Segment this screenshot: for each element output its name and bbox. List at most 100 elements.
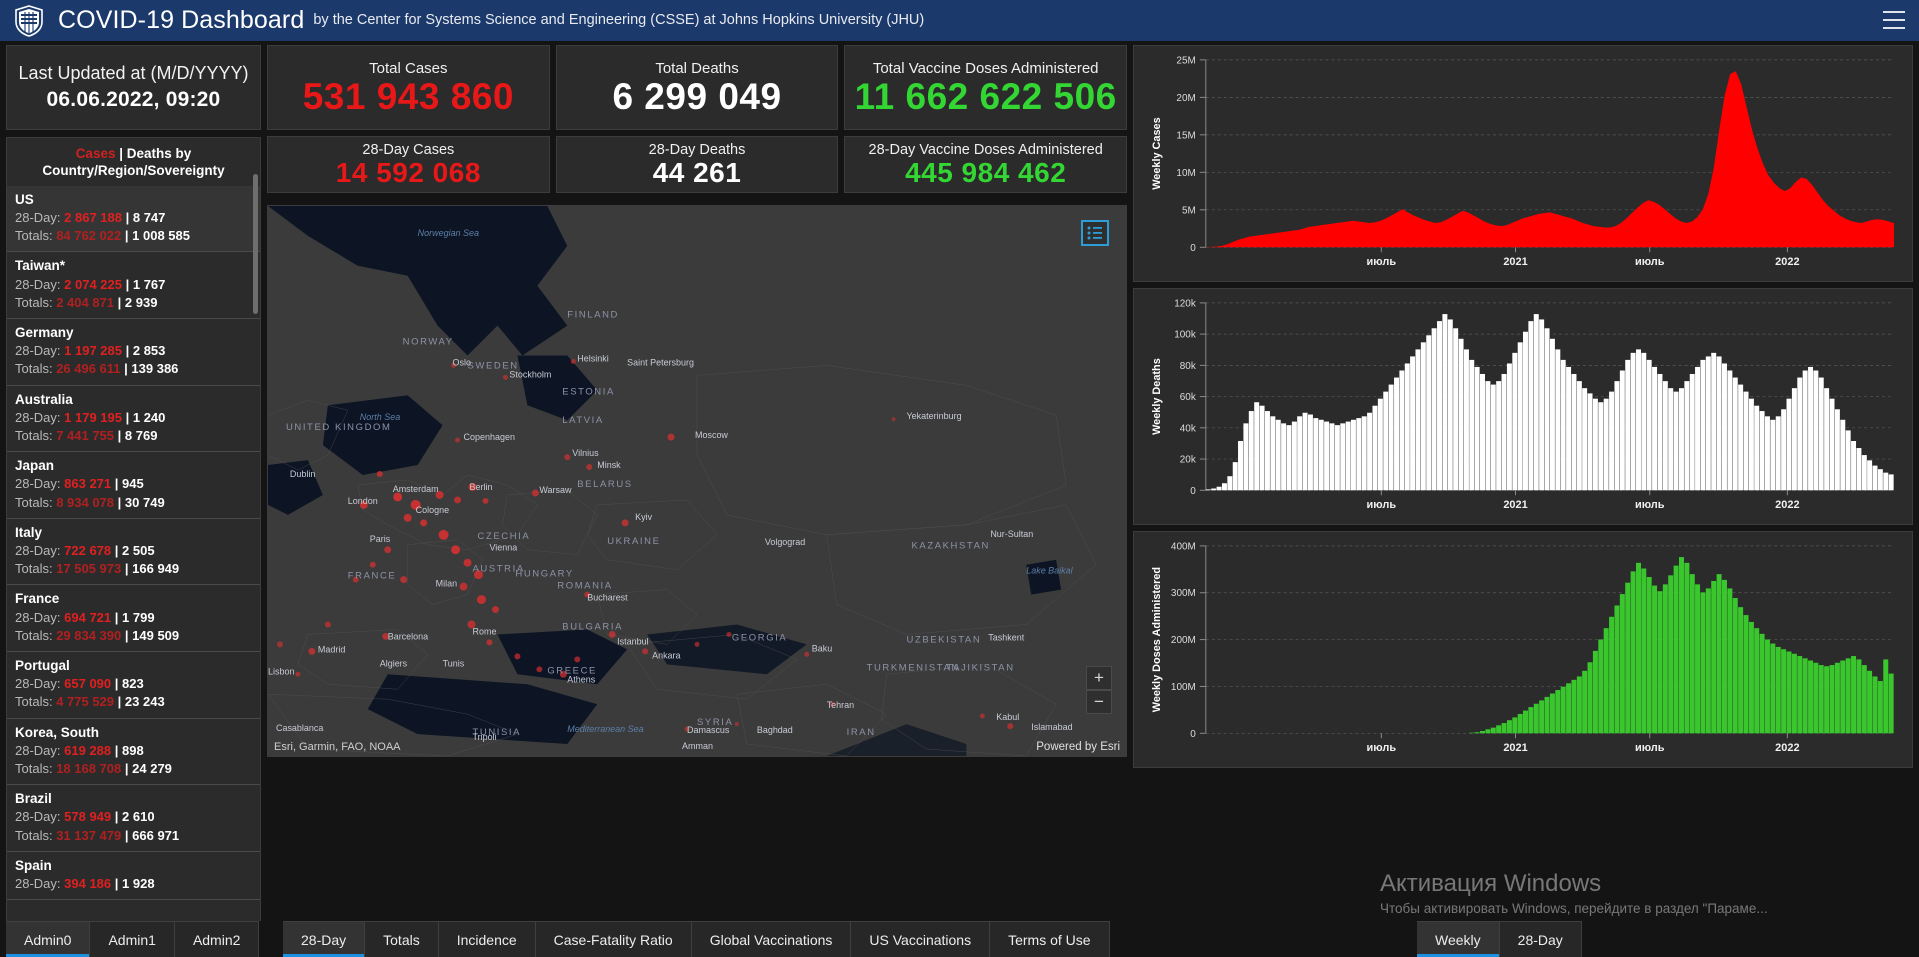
bar: [1829, 398, 1835, 491]
country-row[interactable]: Japan 28-Day: 863 271 | 945 Totals: 8 934 …: [7, 452, 260, 519]
tab-totals[interactable]: Totals: [365, 921, 439, 957]
bar: [1571, 679, 1577, 734]
bar: [1270, 416, 1276, 491]
legend-list-icon[interactable]: [1081, 220, 1109, 246]
country-row[interactable]: Brazil 28-Day: 578 949 | 2 610 Totals: 31 …: [7, 785, 260, 852]
bar: [1770, 419, 1776, 491]
country-row[interactable]: Taiwan* 28-Day: 2 074 225 | 1 767 Totals: …: [7, 252, 260, 319]
y-tick-label: 300M: [1171, 588, 1196, 599]
map-label: Madrid: [318, 644, 345, 654]
bar: [1523, 331, 1528, 491]
bar: [1781, 409, 1787, 491]
country-28day: 28-Day: 657 090 | 823: [15, 676, 144, 692]
country-row[interactable]: Germany 28-Day: 1 197 285 | 2 853 Totals: …: [7, 319, 260, 386]
country-list-panel[interactable]: Cases | Deaths by Country/Region/Soverei…: [6, 137, 261, 949]
bar: [1759, 411, 1765, 491]
country-list[interactable]: US 28-Day: 2 867 188 | 8 747 Totals: 84 76…: [7, 185, 260, 901]
y-tick-label: 20M: [1176, 93, 1195, 104]
bar: [1410, 356, 1416, 491]
tab-admin2[interactable]: Admin2: [174, 921, 260, 957]
tab-case-fatality-ratio[interactable]: Case-Fatality Ratio: [535, 921, 692, 957]
bar: [1625, 359, 1631, 491]
country-list-scrollbar[interactable]: [253, 174, 258, 314]
bar: [1834, 409, 1840, 491]
bar: [1587, 662, 1593, 734]
country-name: France: [15, 591, 60, 607]
bar: [1646, 577, 1652, 734]
map-label: IRAN: [847, 727, 876, 738]
bar: [1748, 621, 1754, 734]
bar: [1469, 732, 1475, 734]
bar: [1297, 416, 1303, 491]
map-label: Warsaw: [539, 485, 572, 495]
x-tick-label: июль: [1367, 499, 1397, 511]
bar: [1684, 562, 1690, 734]
tab-admin1[interactable]: Admin1: [90, 921, 175, 957]
world-map[interactable]: Norwegian Sea North Sea Mediterranean Sea S…: [267, 205, 1127, 757]
bar: [1716, 574, 1722, 734]
tab-weekly[interactable]: Weekly: [1417, 921, 1500, 957]
bar: [1867, 670, 1873, 734]
tab-28-day[interactable]: 28-Day: [283, 921, 366, 957]
weekly-doses-chart[interactable]: 0 100M 200M 300M 400M июль 2021 июль 2022 Weekly …: [1133, 531, 1913, 768]
bar: [1463, 349, 1469, 491]
left-column: Last Updated at (M/D/YYYY) 06.06.2022, 0…: [6, 45, 261, 949]
bar: [1528, 321, 1534, 491]
map-label: Vilnius: [572, 448, 599, 458]
country-row[interactable]: Italy 28-Day: 722 678 | 2 505 Totals: 17 5…: [7, 519, 260, 586]
country-row[interactable]: US 28-Day: 2 867 188 | 8 747 Totals: 84 76…: [7, 185, 260, 253]
map-label: UZBEKISTAN: [907, 634, 982, 645]
y-tick-label: 25M: [1176, 55, 1195, 66]
zoom-in-button[interactable]: +: [1086, 666, 1112, 690]
bar: [1560, 359, 1566, 491]
country-row[interactable]: Spain 28-Day: 394 186 | 1 928: [7, 852, 260, 901]
country-row[interactable]: Korea, South 28-Day: 619 288 | 898 Totals:…: [7, 719, 260, 786]
map-canvas[interactable]: Norwegian Sea North Sea Mediterranean Sea S…: [268, 206, 1126, 756]
country-28day: 28-Day: 578 949 | 2 610: [15, 809, 155, 825]
header-line2: Country/Region/Sovereignty: [42, 162, 225, 178]
bar: [1764, 416, 1770, 491]
bar: [1517, 342, 1523, 491]
tab-us-vaccinations[interactable]: US Vaccinations: [851, 921, 991, 957]
country-name: Spain: [15, 857, 52, 873]
map-label: Athens: [567, 674, 595, 684]
map-powered-by: Powered by Esri: [1036, 741, 1120, 753]
bar: [1415, 349, 1421, 491]
tab-28-day[interactable]: 28-Day: [1499, 921, 1582, 957]
map-label: FINLAND: [567, 310, 619, 321]
map-label: Oslo: [453, 357, 471, 367]
zoom-out-button[interactable]: −: [1086, 690, 1112, 714]
bar: [1238, 441, 1244, 491]
x-tick-label: 2021: [1503, 256, 1527, 268]
country-row[interactable]: France 28-Day: 694 721 | 1 799 Totals: 29 …: [7, 585, 260, 652]
bar: [1404, 363, 1410, 491]
country-28day: 28-Day: 619 288 | 898: [15, 742, 144, 758]
map-label: SYRIA: [697, 717, 733, 728]
app-header: COVID-19 Dashboard by the Center for Sys…: [0, 0, 1919, 41]
weekly-cases-chart[interactable]: 0 5M 10M 15M 20M 25M июль 2021 июль 2022 Weekly Ca…: [1133, 45, 1913, 282]
weekly-deaths-chart[interactable]: 0 20k 40k 60k 80k 100k 120k июль 2021 июль 2022 Wee…: [1133, 288, 1913, 525]
map-label: Istanbul: [617, 636, 648, 646]
map-label: Vienna: [489, 543, 517, 553]
country-row[interactable]: Portugal 28-Day: 657 090 | 823 Totals: 4 7…: [7, 652, 260, 719]
bar: [1496, 381, 1502, 491]
admin-tab-group[interactable]: Admin0 Admin1 Admin2: [6, 921, 260, 957]
main-tab-group[interactable]: 28-Day Totals Incidence Case-Fatality Ratio…: [283, 921, 1110, 957]
bar: [1727, 370, 1733, 491]
hamburger-menu-icon[interactable]: [1883, 11, 1905, 29]
chart-tab-group[interactable]: Weekly 28-Day: [1417, 921, 1582, 957]
tab-global-vaccinations[interactable]: Global Vaccinations: [691, 921, 852, 957]
map-zoom-controls[interactable]: + −: [1086, 666, 1112, 714]
tab-terms-of-use[interactable]: Terms of Use: [990, 921, 1110, 957]
bar: [1861, 665, 1867, 734]
country-row[interactable]: Australia 28-Day: 1 179 195 | 1 240 Totals…: [7, 386, 260, 453]
map-label: Lake Baikal: [1026, 566, 1073, 576]
deaths-28day-value: 44 261: [652, 157, 742, 188]
bar: [1517, 713, 1523, 734]
bar: [1533, 703, 1539, 734]
tab-admin0[interactable]: Admin0: [6, 921, 91, 957]
vaccine-28day-value: 445 984 462: [905, 157, 1067, 188]
country-name: Brazil: [15, 791, 52, 807]
bar: [1506, 720, 1512, 734]
tab-incidence[interactable]: Incidence: [438, 921, 536, 957]
